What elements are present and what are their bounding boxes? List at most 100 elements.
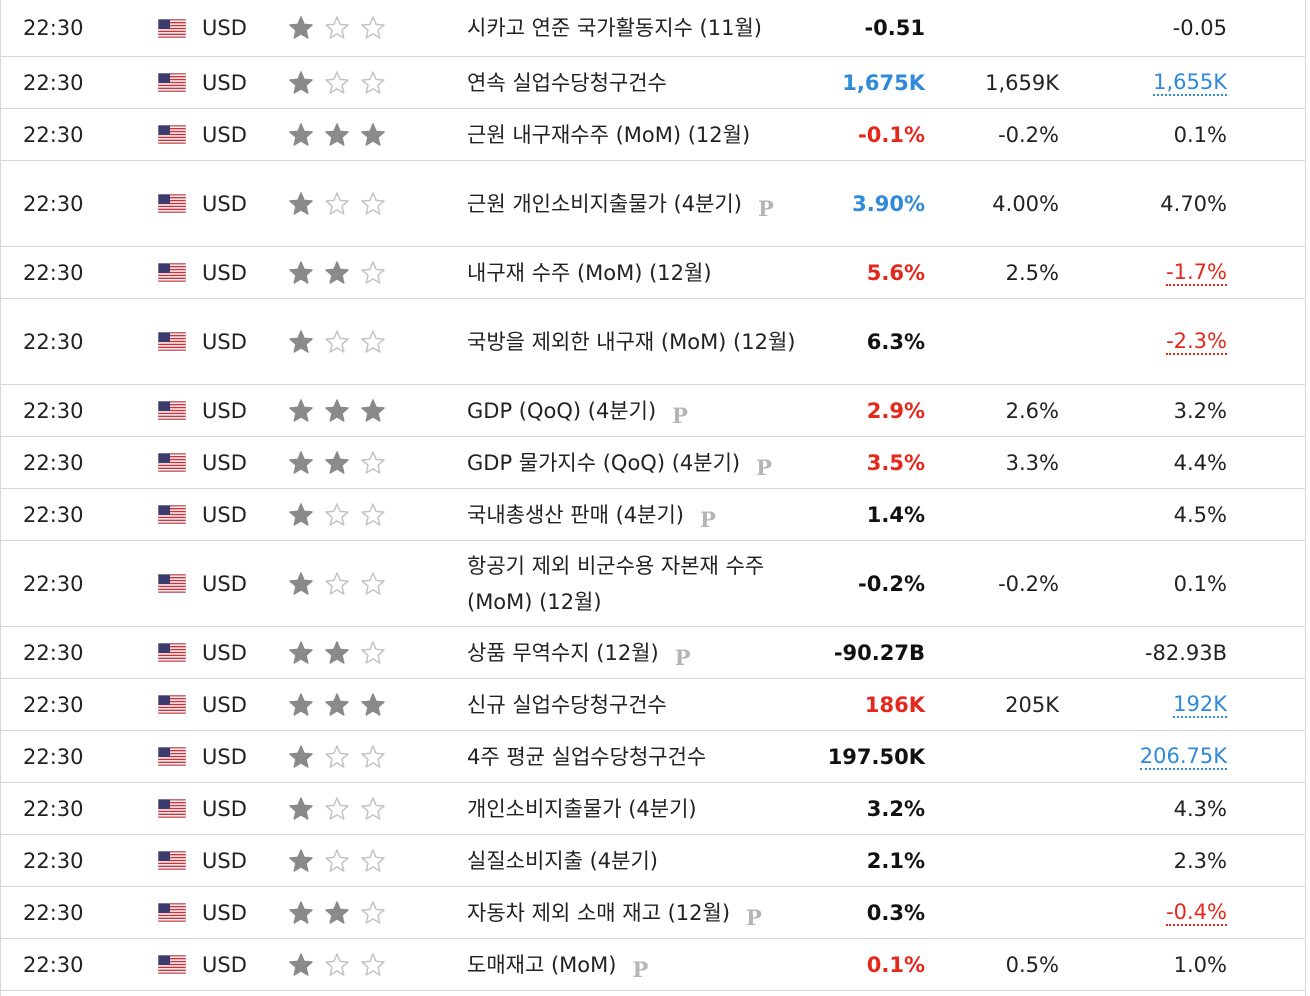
event-name[interactable]: GDP (QoQ) (4분기) P <box>467 385 827 436</box>
previous-cell: 3.2% <box>1174 385 1227 436</box>
event-name[interactable]: 항공기 제외 비군수용 자본재 수주 (MoM) (12월) <box>467 541 827 626</box>
star-empty-icon <box>324 848 360 874</box>
table-row[interactable]: 22:30 USD 근원 개인소비지출물가 (4분기) P 3.90% 4.00%… <box>1 161 1305 247</box>
event-title[interactable]: 개인소비지출물가 (4분기) <box>467 796 697 821</box>
event-title[interactable]: 자동차 제외 소매 재고 (12월) <box>467 900 731 925</box>
event-name[interactable]: 연속 실업수당청구건수 <box>467 57 827 108</box>
currency-code: USD <box>202 122 247 147</box>
event-title[interactable]: 도매재고 (MoM) <box>467 952 617 977</box>
table-row[interactable]: 22:30 USD 상품 무역수지 (12월) P -90.27B -82.93B <box>1 627 1305 679</box>
star-empty-icon <box>360 70 396 96</box>
table-row[interactable]: 22:30 USD GDP 물가지수 (QoQ) (4분기) P 3.5% 3.3… <box>1 437 1305 489</box>
event-name[interactable]: 시카고 연준 국가활동지수 (11월) <box>467 0 827 56</box>
table-row[interactable]: 22:30 USD 도매재고 (MoM) P 0.1% 0.5% 1.0% <box>1 939 1305 991</box>
star-empty-icon <box>324 796 360 822</box>
star-filled-icon <box>288 640 324 666</box>
actual-value: 0.1% <box>866 952 925 977</box>
previous-revised-value[interactable]: -0.4% <box>1166 899 1227 926</box>
event-name[interactable]: 도매재고 (MoM) P <box>467 939 827 990</box>
currency-code: USD <box>202 900 247 925</box>
previous-revised-value[interactable]: -2.3% <box>1166 328 1227 355</box>
event-name[interactable]: 상품 무역수지 (12월) P <box>467 627 827 678</box>
table-row[interactable]: 22:30 USD 자동차 제외 소매 재고 (12월) P 0.3% -0.4% <box>1 887 1305 939</box>
event-name[interactable]: GDP 물가지수 (QoQ) (4분기) P <box>467 437 827 488</box>
event-name[interactable]: 내구재 수주 (MoM) (12월) <box>467 247 827 298</box>
preliminary-icon[interactable]: P <box>672 402 688 428</box>
table-row[interactable]: 22:30 USD 국내총생산 판매 (4분기) P 1.4% 4.5% <box>1 489 1305 541</box>
event-name[interactable]: 국내총생산 판매 (4분기) P <box>467 489 827 540</box>
event-title[interactable]: GDP 물가지수 (QoQ) (4분기) <box>467 450 741 475</box>
currency-code: USD <box>202 450 247 475</box>
previous-cell: -0.4% <box>1166 887 1227 938</box>
previous-cell: 206.75K <box>1139 731 1227 782</box>
event-name[interactable]: 개인소비지출물가 (4분기) <box>467 783 827 834</box>
star-empty-icon <box>324 502 360 528</box>
table-row[interactable]: 22:30 USD 근원 내구재수주 (MoM) (12월) -0.1% -0.… <box>1 109 1305 161</box>
event-title[interactable]: 국방을 제외한 내구재 (MoM) (12월) <box>467 329 796 354</box>
table-row[interactable]: 22:30 USD 내구재 수주 (MoM) (12월) 5.6% 2.5% -… <box>1 247 1305 299</box>
currency-code: USD <box>202 260 247 285</box>
star-empty-icon <box>360 15 396 41</box>
event-title[interactable]: 실질소비지출 (4분기) <box>467 848 658 873</box>
event-time: 22:30 <box>23 502 84 527</box>
event-time: 22:30 <box>23 900 84 925</box>
preliminary-icon[interactable]: P <box>632 956 649 982</box>
event-title[interactable]: GDP (QoQ) (4분기) <box>467 398 657 423</box>
event-title[interactable]: 내구재 수주 (MoM) (12월) <box>467 260 712 285</box>
table-row[interactable]: 22:30 USD 시카고 연준 국가활동지수 (11월) -0.51 -0.0… <box>1 0 1305 57</box>
table-row[interactable]: 22:30 USD 실질소비지출 (4분기) 2.1% 2.3% <box>1 835 1305 887</box>
event-name[interactable]: 근원 개인소비지출물가 (4분기) P <box>467 161 827 246</box>
event-title[interactable]: 국내총생산 판매 (4분기) <box>467 502 684 527</box>
event-name[interactable]: 국방을 제외한 내구재 (MoM) (12월) <box>467 299 827 384</box>
previous-cell: 4.4% <box>1174 437 1227 488</box>
importance-stars <box>288 679 396 730</box>
preliminary-icon[interactable]: P <box>674 644 691 670</box>
preliminary-icon[interactable]: P <box>756 454 772 480</box>
previous-revised-value[interactable]: -1.7% <box>1166 259 1227 286</box>
currency-code: USD <box>202 952 247 977</box>
us-flag-icon <box>158 627 186 678</box>
star-filled-icon <box>288 191 324 217</box>
event-title[interactable]: 신규 실업수당청구건수 <box>467 692 667 717</box>
importance-stars <box>288 939 396 990</box>
event-title[interactable]: 시카고 연준 국가활동지수 (11월) <box>467 16 762 40</box>
previous-revised-value[interactable]: 1,655K <box>1153 69 1227 96</box>
table-row[interactable]: 22:30 USD 개인소비지출물가 (4분기) 3.2% 4.3% <box>1 783 1305 835</box>
star-empty-icon <box>324 70 360 96</box>
event-title[interactable]: 상품 무역수지 (12월) <box>467 640 659 665</box>
table-row[interactable]: 22:30 USD 신규 실업수당청구건수 186K 205K 192K <box>1 679 1305 731</box>
preliminary-icon[interactable]: P <box>699 506 716 532</box>
star-empty-icon <box>324 329 360 355</box>
us-flag-icon <box>158 299 186 384</box>
table-row[interactable]: 22:30 USD 연속 실업수당청구건수 1,675K 1,659K 1,65… <box>1 57 1305 109</box>
previous-value: 2.3% <box>1173 848 1227 873</box>
previous-value: 4.70% <box>1160 191 1227 216</box>
previous-cell: 4.5% <box>1174 489 1227 540</box>
event-title[interactable]: 근원 내구재수주 (MoM) (12월) <box>467 122 751 147</box>
actual-value: -0.2% <box>858 571 925 596</box>
star-filled-icon <box>288 900 324 926</box>
event-title[interactable]: 항공기 제외 비군수용 자본재 수주 (MoM) (12월) <box>467 553 765 614</box>
table-row[interactable]: 22:30 USD 항공기 제외 비군수용 자본재 수주 (MoM) (12월)… <box>1 541 1305 627</box>
event-title[interactable]: 연속 실업수당청구건수 <box>467 70 667 95</box>
star-filled-icon <box>288 122 324 148</box>
actual-value: -90.27B <box>833 640 925 665</box>
event-name[interactable]: 실질소비지출 (4분기) <box>467 835 827 886</box>
table-row[interactable]: 22:30 USD 국방을 제외한 내구재 (MoM) (12월) 6.3% -… <box>1 299 1305 385</box>
star-empty-icon <box>360 796 396 822</box>
event-title[interactable]: 4주 평균 실업수당청구건수 <box>467 744 707 769</box>
table-row[interactable]: 22:30 USD GDP (QoQ) (4분기) P 2.9% 2.6% 3.2… <box>1 385 1305 437</box>
previous-revised-value[interactable]: 192K <box>1173 691 1227 718</box>
forecast-value: 4.00% <box>992 191 1059 216</box>
event-name[interactable]: 4주 평균 실업수당청구건수 <box>467 731 827 782</box>
table-row[interactable]: 22:30 USD 4주 평균 실업수당청구건수 197.50K 206.75K <box>1 731 1305 783</box>
preliminary-icon[interactable]: P <box>746 904 762 930</box>
event-name[interactable]: 신규 실업수당청구건수 <box>467 679 827 730</box>
event-time: 22:30 <box>23 329 84 354</box>
preliminary-icon[interactable]: P <box>757 195 774 221</box>
previous-revised-value[interactable]: 206.75K <box>1139 743 1227 770</box>
event-title[interactable]: 근원 개인소비지출물가 (4분기) <box>467 191 742 216</box>
event-name[interactable]: 자동차 제외 소매 재고 (12월) P <box>467 887 827 938</box>
star-filled-icon <box>324 122 360 148</box>
event-name[interactable]: 근원 내구재수주 (MoM) (12월) <box>467 109 827 160</box>
